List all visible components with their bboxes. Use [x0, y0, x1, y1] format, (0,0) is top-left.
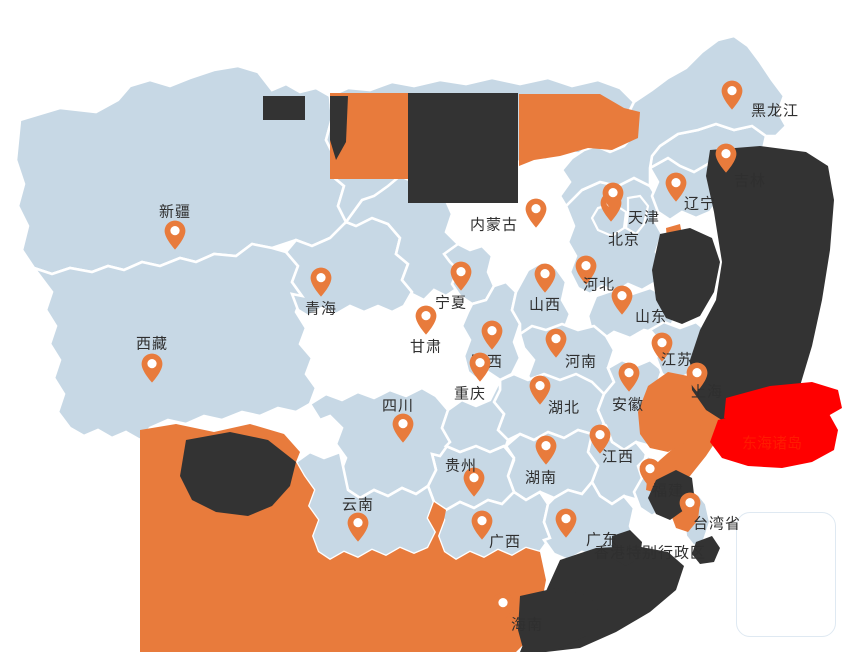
- province-label: 北京: [607, 230, 641, 249]
- map-pin-marker[interactable]: [534, 263, 556, 293]
- map-pin-marker[interactable]: [679, 492, 701, 522]
- map-pin-marker[interactable]: [525, 198, 547, 228]
- dark-block-southwest-inset: [180, 432, 296, 516]
- map-pin-marker[interactable]: [347, 512, 369, 542]
- dark-block-north-center: [408, 93, 518, 203]
- map-pin-marker[interactable]: [463, 467, 485, 497]
- map-pin-marker[interactable]: [611, 285, 633, 315]
- map-pin-marker[interactable]: [415, 305, 437, 335]
- obscured-red-label: 东海诸岛: [742, 434, 802, 452]
- map-pin-marker[interactable]: [529, 375, 551, 405]
- map-dark-overlay: [180, 93, 834, 652]
- orange-block-east-coast: [646, 328, 744, 494]
- province-label: 云南: [341, 495, 375, 514]
- province-label: 宁夏: [434, 293, 468, 312]
- province-label: 新疆: [158, 202, 192, 221]
- map-pin-marker[interactable]: [665, 172, 687, 202]
- map-pin-marker[interactable]: [141, 353, 163, 383]
- province-shape-heilongjiang[interactable]: [558, 34, 788, 209]
- dark-block-xinjiang-edge: [330, 96, 348, 160]
- map-pin-marker[interactable]: [555, 508, 577, 538]
- map-pin-marker[interactable]: [535, 435, 557, 465]
- map-pin-marker[interactable]: [589, 424, 611, 454]
- province-label: 内蒙古: [469, 215, 519, 234]
- orange-block-jiangsu-shanghai: [638, 372, 708, 452]
- map-pin-marker[interactable]: [481, 320, 503, 350]
- orange-block-north-b: [519, 94, 640, 166]
- dark-block-east-sea: [690, 146, 834, 426]
- map-pin-marker[interactable]: [686, 362, 708, 392]
- map-pin-marker[interactable]: [618, 362, 640, 392]
- map-pin-marker[interactable]: [575, 255, 597, 285]
- red-block-east-sea-upper: [724, 382, 842, 424]
- province-label: 河南: [564, 352, 598, 371]
- map-pin-marker[interactable]: [639, 458, 661, 488]
- province-label: 广东: [585, 530, 619, 549]
- dark-block-hk-mask2: [692, 536, 720, 564]
- province-label: 辽宁: [683, 194, 717, 213]
- province-label: 天津: [627, 208, 661, 227]
- map-pin-marker[interactable]: [164, 220, 186, 250]
- map-pin-marker[interactable]: [721, 80, 743, 110]
- province-label: 湖南: [524, 468, 558, 487]
- map-pin-marker[interactable]: [651, 332, 673, 362]
- province-label: 甘肃: [409, 337, 443, 356]
- province-label: 山东: [634, 307, 668, 326]
- province-label: 广西: [488, 532, 522, 551]
- province-label: 四川: [381, 396, 415, 415]
- map-pin-marker[interactable]: [469, 352, 491, 382]
- province-label: 香港特别行政区: [593, 543, 707, 562]
- map-pin-marker[interactable]: [471, 510, 493, 540]
- province-label: 湖北: [547, 398, 581, 417]
- map-pin-marker[interactable]: [492, 592, 514, 622]
- map-pin-marker[interactable]: [545, 328, 567, 358]
- province-label: 山西: [528, 295, 562, 314]
- dark-block-north-sliver: [263, 96, 305, 120]
- map-pin-marker[interactable]: [450, 261, 472, 291]
- map-pin-marker[interactable]: [715, 143, 737, 173]
- province-label: 重庆: [453, 384, 487, 403]
- province-shape-tianjin[interactable]: [624, 194, 650, 236]
- map-pin-marker[interactable]: [602, 182, 624, 212]
- province-label: 吉林: [733, 171, 767, 190]
- map-red-overlay: [710, 382, 842, 468]
- province-label: 黑龙江: [750, 101, 800, 120]
- map-pin-marker[interactable]: [392, 413, 414, 443]
- map-pin-marker[interactable]: [310, 267, 332, 297]
- province-shape-chongqing[interactable]: [440, 379, 516, 459]
- dark-block-hainan-edge: [518, 588, 600, 652]
- province-label: 西藏: [135, 334, 169, 353]
- dark-block-bohai: [652, 228, 720, 324]
- province-label: 青海: [304, 299, 338, 318]
- province-label: 安徽: [611, 395, 645, 414]
- province-label: 海南: [510, 615, 544, 634]
- dark-block-hk-mask: [612, 530, 642, 566]
